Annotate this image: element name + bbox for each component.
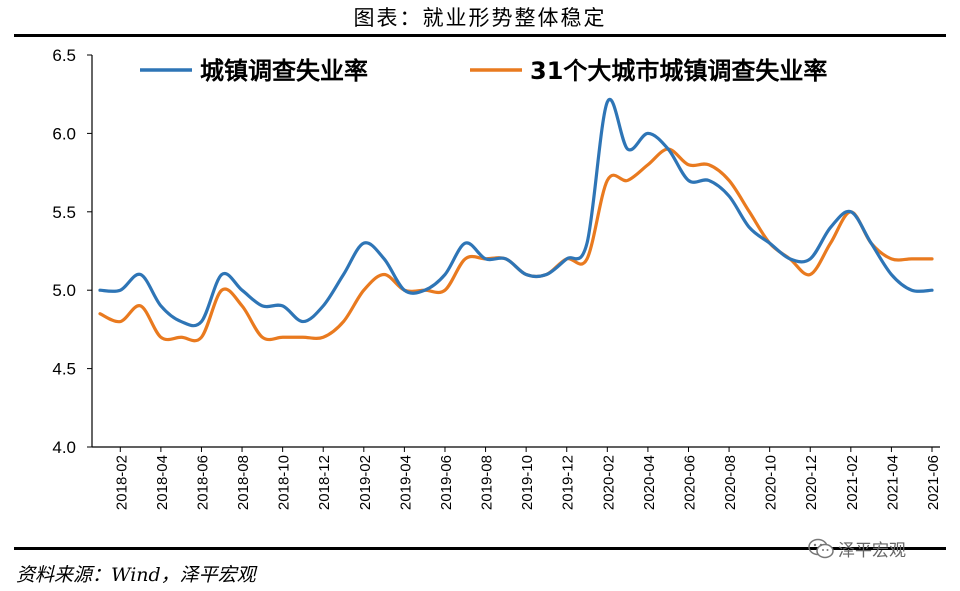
- series-line-2: [98, 147, 934, 343]
- x-tick-label: 2020-02: [600, 455, 617, 510]
- x-tick-label: 2020-06: [681, 455, 698, 510]
- x-tick-label: 2018-08: [235, 455, 252, 510]
- watermark: 泽平宏观: [808, 536, 906, 561]
- x-tick-label: 2018-06: [194, 455, 211, 510]
- source-note: 资料来源：Wind，泽平宏观: [16, 564, 256, 586]
- bottom-divider: [14, 547, 946, 550]
- x-tick-label: 2021-02: [844, 455, 861, 510]
- x-tick-label: 2020-10: [763, 455, 780, 510]
- x-tick-label: 2019-12: [560, 455, 577, 510]
- page-title: 图表：就业形势整体稳定: [353, 6, 607, 30]
- x-tick-label: 2019-08: [479, 455, 496, 510]
- series-lines: [98, 97, 934, 343]
- x-tick-label: 2018-10: [276, 455, 293, 510]
- x-tick-label: 2021-04: [884, 455, 901, 510]
- x-tick-label: 2021-06: [925, 455, 942, 510]
- wechat-icon: [808, 538, 834, 558]
- top-divider: [14, 34, 946, 37]
- x-tick-label: 2020-04: [641, 455, 658, 510]
- y-tick-label: 6.0: [52, 124, 76, 143]
- series-line-1: [98, 97, 934, 328]
- y-tick-label: 5.0: [52, 281, 76, 300]
- x-tick-label: 2019-04: [397, 455, 414, 510]
- x-tick-label: 2018-02: [113, 455, 130, 510]
- x-tick-label: 2019-10: [519, 455, 536, 510]
- x-axis-ticks: 2018-02 2018-04 2018-06 2018-08 2018-10 2018-…: [113, 447, 942, 510]
- x-tick-label: 2019-06: [438, 455, 455, 510]
- y-tick-label: 5.5: [52, 203, 76, 222]
- legend-label-2: 31个大城市城镇调查失业率: [530, 57, 827, 85]
- y-tick-label: 4.5: [52, 360, 76, 379]
- y-tick-label: 6.5: [52, 46, 76, 65]
- x-tick-label: 2018-04: [154, 455, 171, 510]
- x-tick-label: 2019-02: [357, 455, 374, 510]
- chart-legend: 城镇调查失业率 31个大城市城镇调查失业率: [140, 57, 827, 85]
- x-tick-label: 2020-08: [722, 455, 739, 510]
- x-tick-label: 2020-12: [803, 455, 820, 510]
- y-axis-ticks: 4.0 4.5 5.0 5.5 6.0 6.5: [52, 46, 92, 457]
- chart-axes: [91, 55, 940, 448]
- legend-label-1: 城镇调查失业率: [200, 57, 368, 85]
- line-chart: 4.0 4.5 5.0 5.5 6.0 6.5 2018-02 2018-04 2018-06…: [52, 46, 942, 510]
- y-tick-label: 4.0: [52, 438, 76, 457]
- watermark-text: 泽平宏观: [838, 541, 906, 561]
- x-tick-label: 2018-12: [316, 455, 333, 510]
